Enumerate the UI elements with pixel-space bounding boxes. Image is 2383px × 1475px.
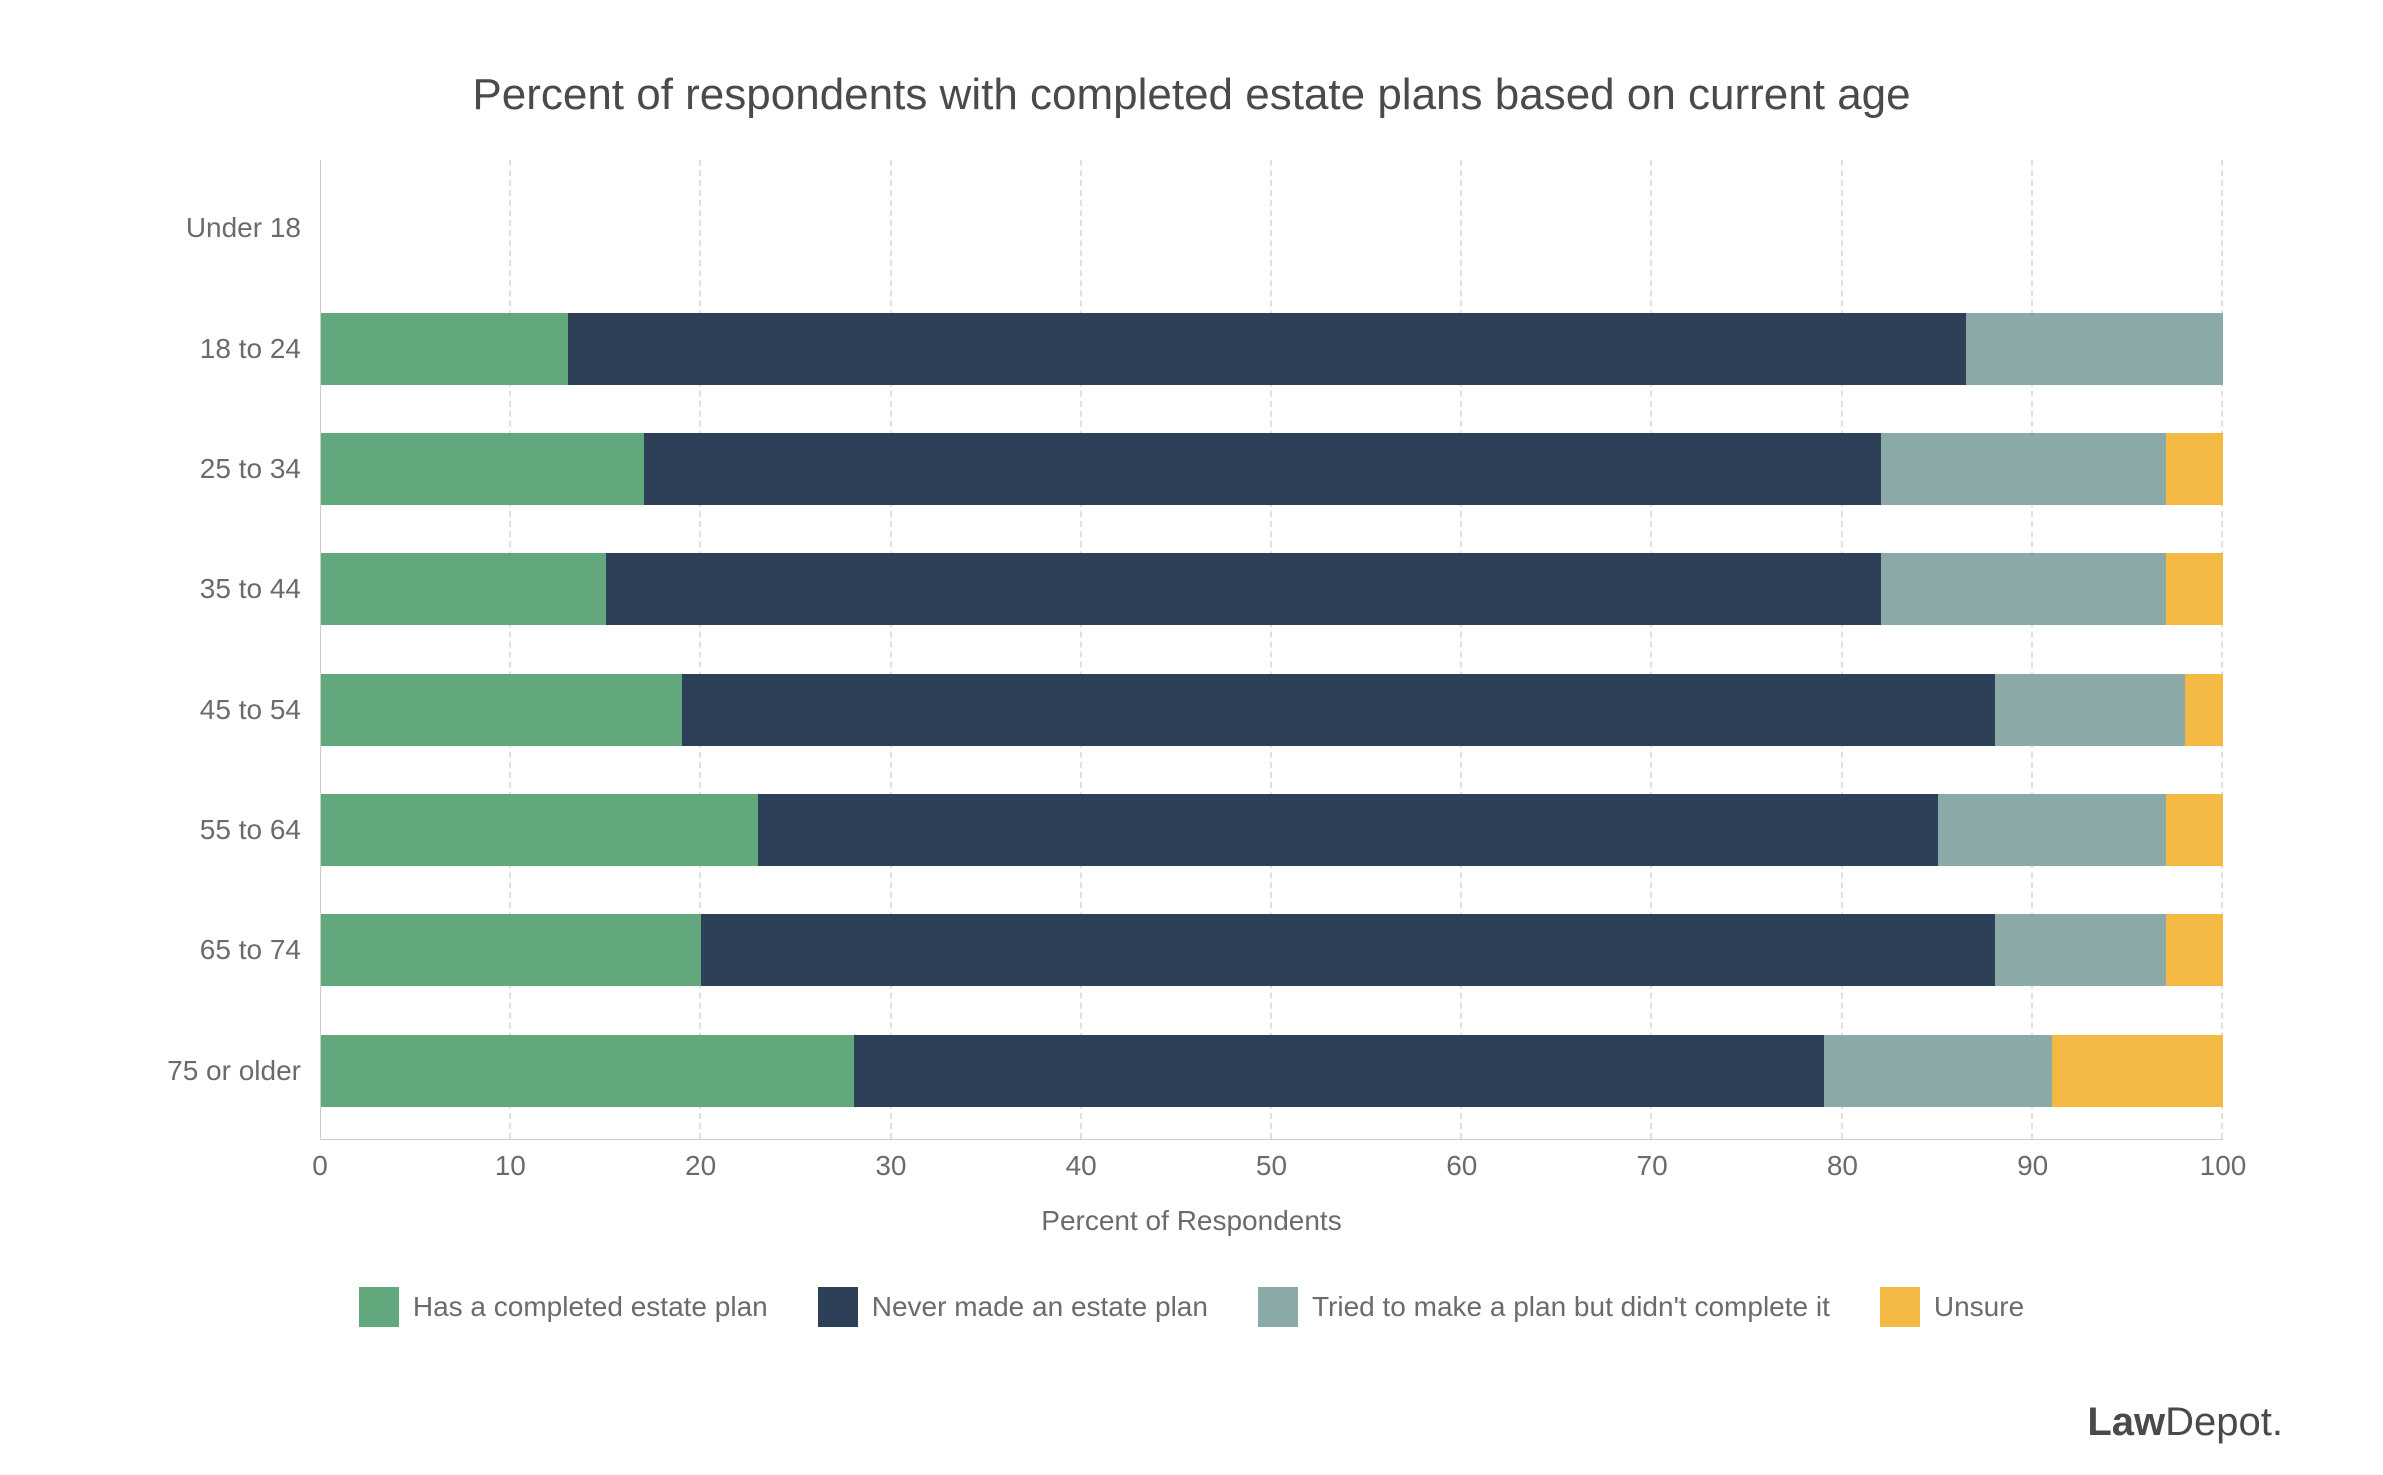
bar-row: 45 to 54: [321, 674, 2223, 746]
legend-item: Unsure: [1880, 1287, 2024, 1327]
bar-segment: [2166, 433, 2223, 505]
bar-segment: [2166, 553, 2223, 625]
brand-suffix: .: [2272, 1400, 2283, 1444]
bar-segment: [568, 313, 1966, 385]
y-axis-label: 55 to 64: [200, 814, 301, 846]
x-tick: 30: [875, 1150, 906, 1182]
bar-segment: [2185, 674, 2223, 746]
legend-label: Tried to make a plan but didn't complete…: [1312, 1291, 1830, 1323]
bar-row: 55 to 64: [321, 794, 2223, 866]
bar-segment: [321, 914, 701, 986]
y-axis-label: 25 to 34: [200, 453, 301, 485]
bar-segment: [1966, 313, 2223, 385]
legend-label: Never made an estate plan: [872, 1291, 1208, 1323]
bar-segment: [321, 433, 644, 505]
legend-swatch: [818, 1287, 858, 1327]
x-axis-label: Percent of Respondents: [100, 1205, 2283, 1237]
bar-segment: [1995, 914, 2166, 986]
y-axis-label: 75 or older: [167, 1055, 301, 1087]
bar-segment: [854, 1035, 1824, 1107]
chart-title: Percent of respondents with completed es…: [100, 70, 2283, 120]
legend-label: Has a completed estate plan: [413, 1291, 768, 1323]
chart-plot-area: Under 18 18 to 24 25 to 34 35 to 44 45 to 54…: [320, 160, 2223, 1140]
bar-row: 18 to 24: [321, 313, 2223, 385]
legend-item: Has a completed estate plan: [359, 1287, 768, 1327]
x-tick: 40: [1066, 1150, 1097, 1182]
bar-segment: [758, 794, 1937, 866]
y-axis-label: 18 to 24: [200, 333, 301, 365]
y-axis-label: Under 18: [186, 212, 301, 244]
bar-segment: [606, 553, 1880, 625]
bar-segment: [2166, 794, 2223, 866]
x-axis-ticks: 0102030405060708090100: [320, 1140, 2223, 1200]
x-tick: 50: [1256, 1150, 1287, 1182]
bar-segment: [1995, 674, 2185, 746]
bar-segment: [2052, 1035, 2223, 1107]
bar-segment: [1824, 1035, 2052, 1107]
legend-item: Tried to make a plan but didn't complete…: [1258, 1287, 1830, 1327]
bar-segment: [1938, 794, 2166, 866]
bar-segment: [701, 914, 1994, 986]
bar-segment: [321, 313, 568, 385]
bar-segment: [321, 553, 606, 625]
y-axis-label: 65 to 74: [200, 934, 301, 966]
x-tick: 20: [685, 1150, 716, 1182]
bar-row: 25 to 34: [321, 433, 2223, 505]
bar-segment: [1881, 433, 2166, 505]
legend: Has a completed estate plan Never made an…: [100, 1287, 2283, 1327]
x-tick: 0: [312, 1150, 328, 1182]
bar-segment: [2166, 914, 2223, 986]
legend-swatch: [359, 1287, 399, 1327]
bar-segment: [321, 674, 682, 746]
bar-segment: [644, 433, 1880, 505]
chart-container: Percent of respondents with completed es…: [0, 0, 2383, 1475]
brand-logo: LawDepot.: [2087, 1400, 2283, 1445]
legend-swatch: [1880, 1287, 1920, 1327]
x-tick: 80: [1827, 1150, 1858, 1182]
bar-row: 75 or older: [321, 1035, 2223, 1107]
x-tick: 60: [1446, 1150, 1477, 1182]
legend-swatch: [1258, 1287, 1298, 1327]
bar-row: Under 18: [321, 192, 2223, 264]
legend-item: Never made an estate plan: [818, 1287, 1208, 1327]
bar-row: 65 to 74: [321, 914, 2223, 986]
bar-segment: [682, 674, 1994, 746]
legend-label: Unsure: [1934, 1291, 2024, 1323]
x-tick: 70: [1637, 1150, 1668, 1182]
x-tick: 10: [495, 1150, 526, 1182]
bar-segment: [321, 1035, 854, 1107]
y-axis-label: 45 to 54: [200, 694, 301, 726]
bar-segment: [1881, 553, 2166, 625]
brand-part2: Depot: [2165, 1400, 2272, 1444]
bar-row: 35 to 44: [321, 553, 2223, 625]
x-tick: 90: [2017, 1150, 2048, 1182]
bar-segment: [321, 794, 758, 866]
y-axis-label: 35 to 44: [200, 573, 301, 605]
x-tick: 100: [2200, 1150, 2247, 1182]
bars-wrap: Under 18 18 to 24 25 to 34 35 to 44 45 to 54…: [321, 160, 2223, 1139]
brand-part1: Law: [2087, 1400, 2165, 1444]
